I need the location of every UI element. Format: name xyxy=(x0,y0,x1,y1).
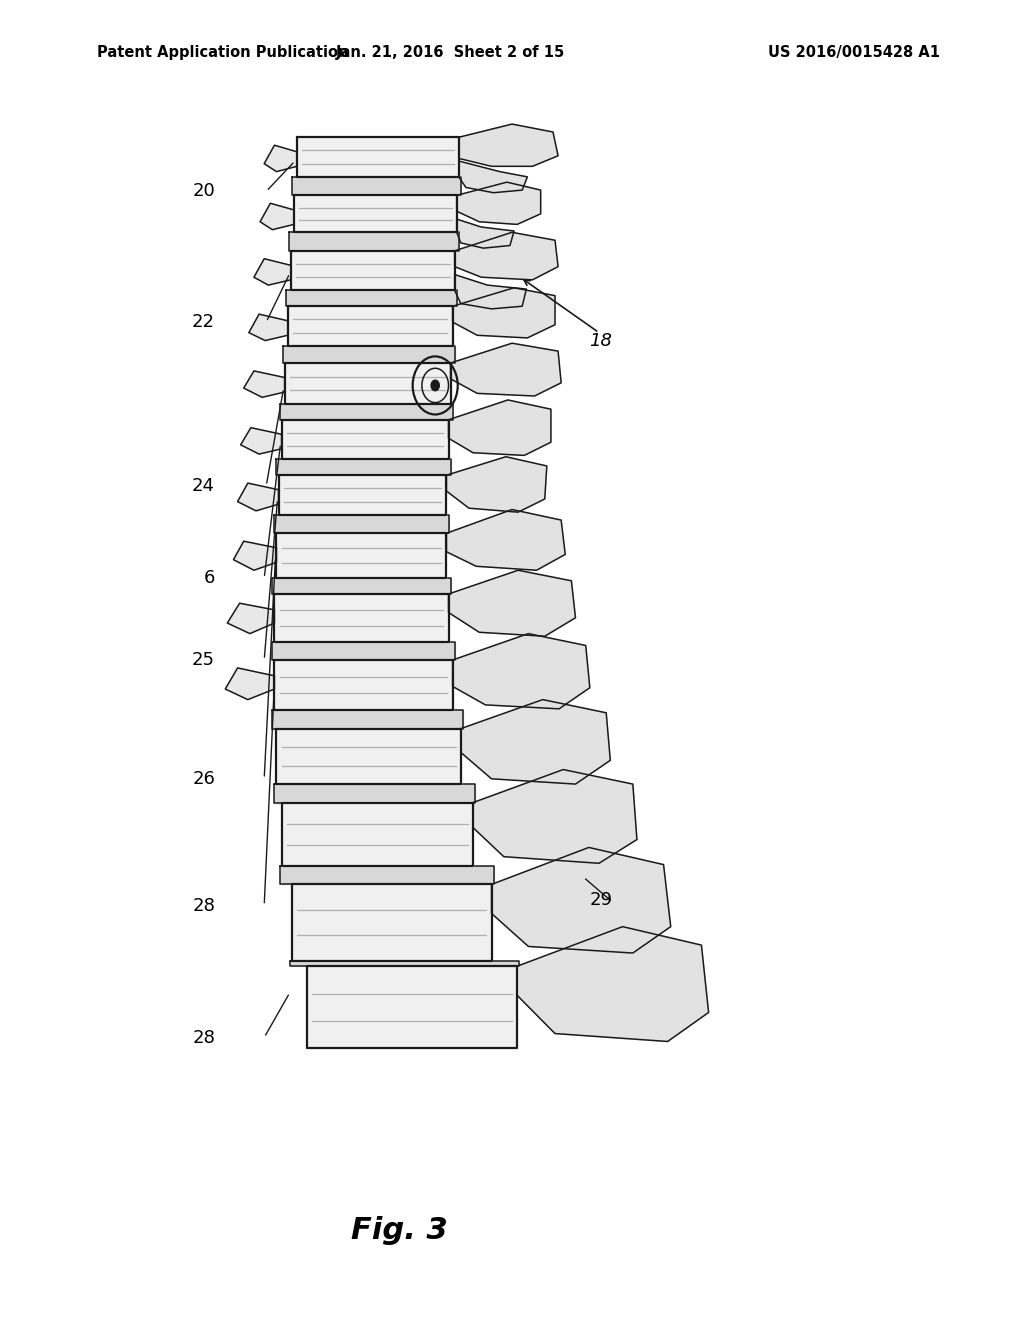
Text: 6: 6 xyxy=(204,569,215,587)
Polygon shape xyxy=(272,578,451,594)
Polygon shape xyxy=(285,363,451,404)
Polygon shape xyxy=(260,203,294,230)
Polygon shape xyxy=(453,634,590,709)
Polygon shape xyxy=(282,803,473,866)
Polygon shape xyxy=(272,710,463,729)
Polygon shape xyxy=(446,510,565,570)
Text: 29: 29 xyxy=(590,891,612,909)
Text: Fig. 3: Fig. 3 xyxy=(351,1216,447,1245)
Polygon shape xyxy=(276,459,451,475)
Polygon shape xyxy=(457,182,541,224)
Text: US 2016/0015428 A1: US 2016/0015428 A1 xyxy=(768,45,940,61)
Text: Jan. 21, 2016  Sheet 2 of 15: Jan. 21, 2016 Sheet 2 of 15 xyxy=(336,45,565,61)
Polygon shape xyxy=(244,371,285,397)
Polygon shape xyxy=(289,232,459,251)
Polygon shape xyxy=(288,306,453,346)
Polygon shape xyxy=(264,145,297,172)
Polygon shape xyxy=(492,847,671,953)
Polygon shape xyxy=(307,966,517,1048)
Polygon shape xyxy=(461,700,610,784)
Polygon shape xyxy=(473,770,637,863)
Polygon shape xyxy=(290,961,519,966)
Polygon shape xyxy=(227,603,274,634)
Polygon shape xyxy=(455,275,526,309)
Polygon shape xyxy=(274,594,449,642)
Polygon shape xyxy=(241,428,282,454)
Polygon shape xyxy=(297,137,459,177)
Polygon shape xyxy=(254,259,291,285)
Text: 22: 22 xyxy=(193,313,215,331)
Text: 28: 28 xyxy=(193,1028,215,1047)
Polygon shape xyxy=(286,290,457,306)
Polygon shape xyxy=(276,533,446,578)
Polygon shape xyxy=(274,784,475,803)
Polygon shape xyxy=(292,177,461,195)
Polygon shape xyxy=(276,729,461,784)
Polygon shape xyxy=(453,288,555,338)
Polygon shape xyxy=(225,668,274,700)
Polygon shape xyxy=(274,660,453,710)
Polygon shape xyxy=(280,866,494,884)
Text: 25: 25 xyxy=(193,651,215,669)
Text: 26: 26 xyxy=(193,770,215,788)
Text: Patent Application Publication: Patent Application Publication xyxy=(97,45,349,61)
Polygon shape xyxy=(249,314,288,341)
Polygon shape xyxy=(280,404,453,420)
Polygon shape xyxy=(294,195,457,232)
Text: 20: 20 xyxy=(193,182,215,201)
Polygon shape xyxy=(233,541,276,570)
Polygon shape xyxy=(274,515,449,533)
Polygon shape xyxy=(279,475,446,515)
Text: 18: 18 xyxy=(590,331,612,350)
Text: 28: 28 xyxy=(193,896,215,915)
Polygon shape xyxy=(455,232,558,280)
Polygon shape xyxy=(291,251,455,290)
Polygon shape xyxy=(238,483,279,511)
Polygon shape xyxy=(459,124,558,166)
Polygon shape xyxy=(282,420,449,459)
Polygon shape xyxy=(272,642,455,660)
Circle shape xyxy=(431,380,439,391)
Polygon shape xyxy=(451,343,561,396)
Polygon shape xyxy=(446,457,547,512)
Polygon shape xyxy=(449,400,551,455)
Polygon shape xyxy=(457,219,514,248)
Text: 24: 24 xyxy=(193,477,215,495)
Polygon shape xyxy=(449,570,575,636)
Polygon shape xyxy=(517,927,709,1041)
Polygon shape xyxy=(292,884,492,961)
Polygon shape xyxy=(283,346,455,363)
Polygon shape xyxy=(459,161,527,193)
